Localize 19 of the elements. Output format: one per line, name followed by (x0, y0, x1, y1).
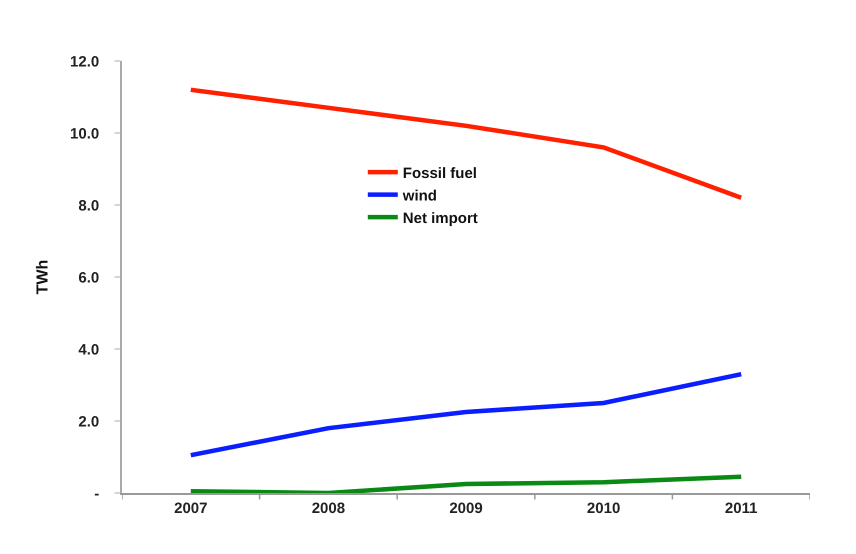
x-tick-label: 2008 (312, 500, 346, 517)
x-tick-label: 2007 (174, 500, 208, 517)
y-tick-label: 6.0 (78, 269, 100, 286)
y-tick-label: - (94, 485, 100, 502)
legend-label: Fossil fuel (402, 165, 477, 182)
y-tick-label: 2.0 (78, 413, 100, 430)
legend-label: Net import (402, 210, 478, 228)
line-series (188, 88, 744, 200)
line-series (188, 372, 744, 458)
y-tick-label: 8.0 (78, 197, 100, 214)
y-axis-title: TWh (34, 260, 52, 294)
x-tick-label: 2011 (724, 500, 758, 517)
x-tick-label: 2010 (586, 500, 620, 517)
legend-label: wind (402, 188, 437, 205)
y-tick-label: 4.0 (78, 341, 100, 358)
x-tick-label: 2009 (449, 500, 483, 517)
line-series (188, 474, 744, 493)
y-tick-label: 12.0 (70, 53, 100, 70)
y-tick-label: 10.0 (70, 125, 100, 142)
